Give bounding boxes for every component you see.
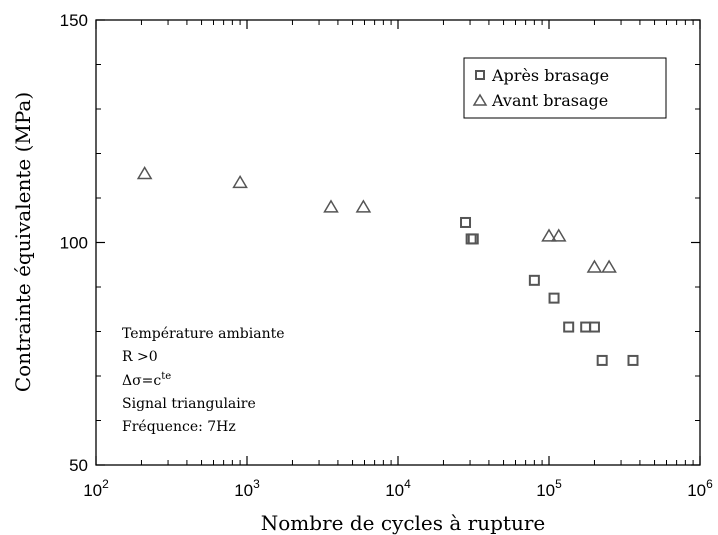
annotation-block: Température ambiante R >0 Δσ=cte Signal … bbox=[122, 326, 285, 435]
data-point-apres-brasage bbox=[580, 321, 592, 333]
data-point-avant-brasage bbox=[586, 259, 603, 273]
annotation-line-temperature: Température ambiante bbox=[122, 326, 285, 342]
data-point-avant-brasage bbox=[541, 228, 557, 242]
data-point-avant-brasage bbox=[232, 174, 248, 189]
annotation-line-signal: Signal triangulaire bbox=[122, 396, 256, 412]
data-point-avant-brasage bbox=[550, 228, 567, 242]
data-point-apres-brasage bbox=[528, 274, 540, 286]
x-tick-label: 103 bbox=[234, 477, 260, 500]
data-point-apres-brasage bbox=[596, 354, 608, 366]
data-point-apres-brasage bbox=[627, 354, 639, 366]
legend: Après brasage Avant brasage bbox=[463, 57, 667, 119]
data-point-apres-brasage bbox=[460, 216, 472, 228]
x-tick-label: 105 bbox=[536, 477, 562, 500]
legend-square-marker bbox=[475, 70, 485, 80]
x-tick-label: 106 bbox=[687, 477, 713, 500]
y-axis-title: Contrainte équivalente (MPa) bbox=[11, 92, 35, 392]
data-point-avant-brasage bbox=[323, 199, 339, 213]
y-tick-label: 100 bbox=[60, 234, 88, 253]
data-point-avant-brasage bbox=[136, 166, 153, 180]
data-point-apres-brasage bbox=[467, 233, 479, 245]
data-point-avant-brasage bbox=[601, 259, 617, 273]
annotation-line-delta-sigma: Δσ=cte bbox=[122, 371, 171, 389]
legend-triangle-marker bbox=[472, 93, 488, 106]
legend-label-apres: Après brasage bbox=[491, 66, 609, 85]
data-point-apres-brasage bbox=[588, 321, 600, 333]
legend-box bbox=[463, 57, 667, 119]
data-point-apres-brasage bbox=[563, 321, 575, 333]
annotation-line-ratio: R >0 bbox=[122, 349, 158, 365]
annotation-line-frequency: Fréquence: 7Hz bbox=[122, 419, 236, 435]
legend-label-avant: Avant brasage bbox=[491, 91, 608, 110]
x-axis-title: Nombre de cycles à rupture bbox=[261, 511, 545, 535]
y-tick-label: 150 bbox=[60, 11, 88, 30]
data-point-avant-brasage bbox=[355, 199, 372, 213]
x-tick-label: 104 bbox=[385, 477, 411, 500]
y-tick-label: 50 bbox=[69, 456, 88, 475]
data-point-apres-brasage bbox=[548, 292, 560, 304]
x-tick-label: 102 bbox=[83, 477, 109, 500]
